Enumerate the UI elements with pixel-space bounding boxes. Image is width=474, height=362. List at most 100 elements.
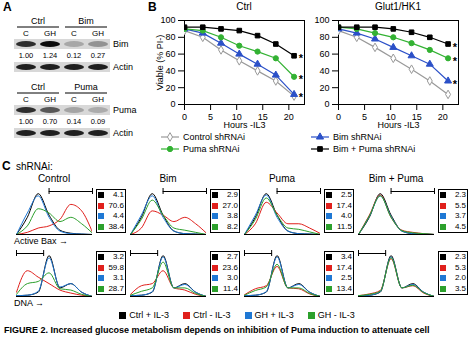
svg-text:0.14: 0.14 [67,117,82,126]
html-text:shRNAi:: shRNAi: [16,161,53,172]
svg-text:C: C [23,95,29,104]
svg-text:0: 0 [182,112,187,122]
svg-text:60: 60 [165,49,175,59]
svg-text:Bim: Bim [78,16,94,26]
svg-text:C: C [71,95,77,104]
svg-text:*: * [299,73,304,85]
svg-text:Hours -IL3: Hours -IL3 [377,120,419,130]
svg-text:*: * [453,78,458,90]
html-text:GH - IL-3: GH - IL-3 [317,310,355,320]
svg-text:10: 10 [385,111,396,122]
html-text:4.0: 4.0 [340,211,352,220]
html-text:17.4: 17.4 [336,200,352,210]
svg-text:20: 20 [319,83,329,93]
html-text:Glut1/HK1: Glut1/HK1 [374,1,422,12]
svg-text:1.00: 1.00 [19,51,34,60]
svg-text:40: 40 [165,66,175,76]
svg-text:C: C [23,29,29,38]
html-text:2.5: 2.5 [340,190,352,199]
svg-text:20: 20 [165,83,175,93]
html-text:Ctrl - IL-3: Ctrl - IL-3 [193,310,231,320]
html-text:2.3: 2.3 [454,190,466,199]
html-text:3.5: 3.5 [454,283,466,293]
svg-text:60: 60 [319,49,329,59]
svg-text:GH: GH [92,29,104,38]
html-text:FIGURE 2. Increased glucose me: FIGURE 2. Increased glucose metabolism d… [4,325,430,335]
html-text:B: B [148,0,157,14]
svg-text:0: 0 [324,99,329,109]
svg-text:Bim: Bim [113,39,129,49]
svg-text:C: C [71,29,77,38]
svg-text:20: 20 [438,112,448,122]
svg-text:GH: GH [92,95,104,104]
html-text:5.5: 5.5 [454,200,466,210]
svg-text:A: A [3,0,12,14]
html-text:Bim shRNAi: Bim shRNAi [333,132,382,142]
html-text:Ctrl: Ctrl [236,1,252,12]
svg-text:20: 20 [284,112,294,122]
svg-text:100: 100 [160,15,175,25]
html-text:Control: Control [37,173,71,184]
html-text:59.8: 59.8 [108,262,124,272]
svg-text:GH: GH [44,95,56,104]
svg-text:*: * [453,55,458,67]
svg-text:Viable (% PI-): Viable (% PI-) [155,35,165,90]
svg-text:Hours -IL3: Hours -IL3 [223,120,265,130]
svg-text:80: 80 [165,32,175,42]
svg-text:0.70: 0.70 [43,117,58,126]
svg-text:Actin: Actin [113,128,133,138]
html-text:4.5: 4.5 [454,221,466,231]
svg-text:*: * [299,52,304,64]
svg-text:Puma: Puma [74,82,98,92]
html-text:DNA →: DNA → [14,298,44,308]
svg-text:5: 5 [362,112,367,122]
html-text:4.4: 4.4 [112,211,124,220]
html-text:17.4: 17.4 [336,262,352,272]
html-text:Puma: Puma [268,173,296,184]
svg-text:GH: GH [44,29,56,38]
html-text:28.7: 28.7 [108,283,124,293]
svg-text:0.09: 0.09 [91,117,106,126]
html-text:GH + IL-3: GH + IL-3 [254,310,294,320]
html-text:11.5: 11.5 [337,221,352,231]
html-text:3.8: 3.8 [226,211,238,220]
svg-text:100: 100 [314,15,329,25]
html-text:38.4: 38.4 [108,221,124,231]
svg-text:5: 5 [208,112,213,122]
html-text:5.3: 5.3 [454,262,466,272]
svg-text:40: 40 [319,66,329,76]
svg-text:0: 0 [336,112,341,122]
html-text:2.9: 2.9 [226,190,238,199]
svg-text:15: 15 [411,111,422,122]
svg-text:Ctrl: Ctrl [31,82,45,92]
html-text:Bim: Bim [159,173,177,184]
html-text:23.6: 23.6 [222,262,238,272]
svg-text:*: * [299,91,304,103]
html-text:4.1: 4.1 [112,190,124,199]
svg-text:80: 80 [319,32,329,42]
svg-text:*: * [453,41,458,53]
html-text:3.7: 3.7 [454,211,466,220]
svg-text:Puma: Puma [113,105,137,115]
html-text:11.4: 11.4 [223,283,238,293]
svg-text:0: 0 [170,99,175,109]
svg-text:1.24: 1.24 [43,51,58,60]
svg-text:0.27: 0.27 [91,51,106,60]
html-text:C: C [2,159,11,173]
svg-text:15: 15 [257,111,268,122]
svg-text:1.00: 1.00 [19,117,34,126]
svg-text:0.12: 0.12 [67,51,82,60]
html-text:8.2: 8.2 [226,221,238,231]
html-text:70.6: 70.6 [108,200,124,210]
svg-text:Actin: Actin [113,62,133,72]
svg-text:Ctrl: Ctrl [31,16,45,26]
html-text:Bim + Puma shRNAi: Bim + Puma shRNAi [333,144,416,154]
html-text:Control shRNAi: Control shRNAi [183,132,245,142]
html-text:Puma shRNAi: Puma shRNAi [183,144,240,154]
html-text:27.0: 27.0 [222,200,238,210]
html-text:Bim + Puma: Bim + Puma [368,173,424,184]
html-text:13.4: 13.4 [336,283,352,293]
html-text:Active Bax →: Active Bax → [14,236,68,246]
html-text:Ctrl + IL-3: Ctrl + IL-3 [129,310,169,320]
svg-text:10: 10 [231,111,242,122]
